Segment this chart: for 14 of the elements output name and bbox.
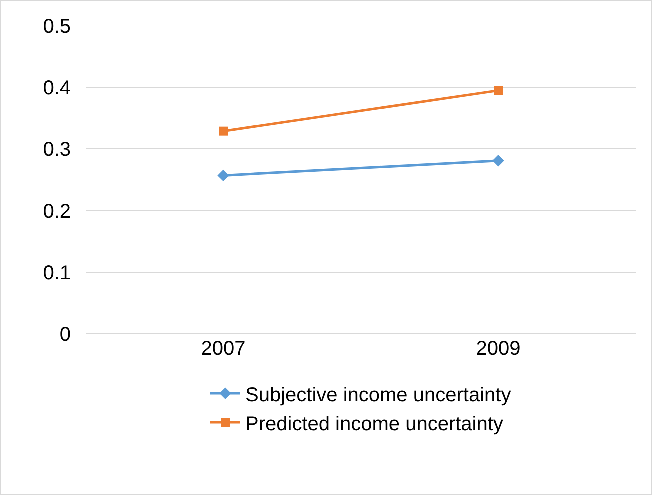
y-tick-label: 0.3 [43, 139, 71, 162]
legend-label: Predicted income uncertainty [246, 413, 504, 436]
x-tick-label: 2009 [476, 338, 521, 360]
point [492, 155, 504, 167]
y-tick-label: 0.2 [43, 200, 71, 223]
point [494, 86, 503, 96]
x-tick-label: 2007 [201, 338, 246, 360]
y-tick-label: 0 [60, 324, 71, 346]
point [219, 126, 228, 136]
y-tick-label: 0.4 [43, 78, 71, 100]
y-tick-label: 0.5 [43, 16, 71, 38]
y-tick-label: 0.1 [43, 262, 71, 284]
point [218, 170, 230, 182]
legend-label: Subjective income uncertainty [246, 384, 512, 406]
